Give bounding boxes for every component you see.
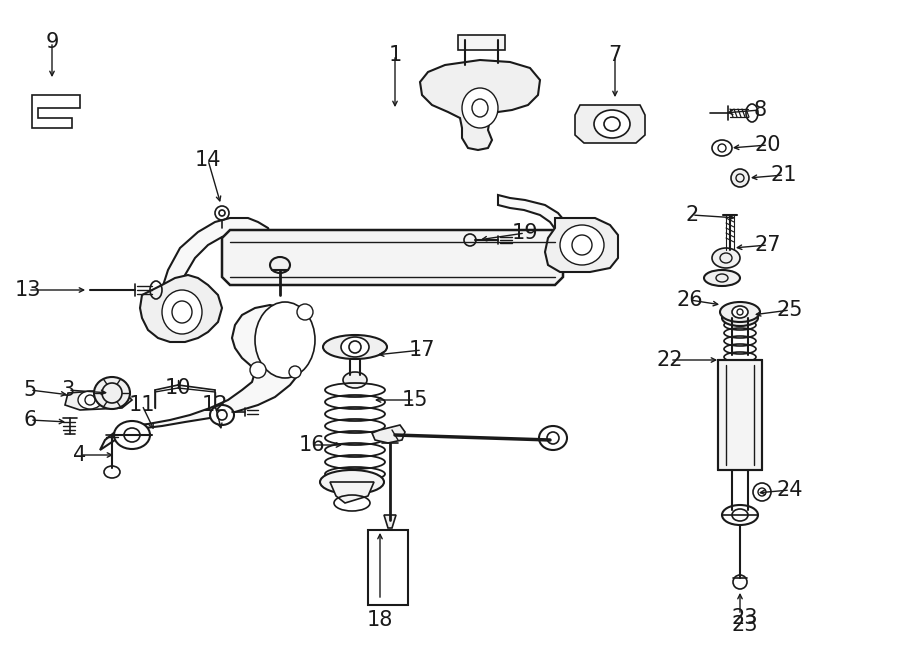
Text: 16: 16 xyxy=(299,435,325,455)
Text: 22: 22 xyxy=(657,350,683,370)
Ellipse shape xyxy=(343,372,367,388)
Text: 7: 7 xyxy=(608,45,622,65)
Ellipse shape xyxy=(250,362,266,378)
Text: 25: 25 xyxy=(777,300,803,320)
Ellipse shape xyxy=(162,290,202,334)
Polygon shape xyxy=(545,218,618,272)
Text: 12: 12 xyxy=(202,395,229,415)
Ellipse shape xyxy=(104,466,120,478)
Text: 24: 24 xyxy=(777,480,803,500)
Polygon shape xyxy=(498,195,572,252)
Text: 19: 19 xyxy=(512,223,538,243)
Text: 17: 17 xyxy=(409,340,436,360)
Ellipse shape xyxy=(320,470,384,494)
Polygon shape xyxy=(384,515,396,528)
Ellipse shape xyxy=(712,248,740,268)
Polygon shape xyxy=(222,230,563,285)
Ellipse shape xyxy=(720,302,760,322)
Text: 3: 3 xyxy=(61,380,75,400)
Ellipse shape xyxy=(462,88,498,128)
Ellipse shape xyxy=(289,366,301,378)
Text: 15: 15 xyxy=(401,390,428,410)
Ellipse shape xyxy=(723,250,737,260)
Text: 11: 11 xyxy=(129,395,155,415)
Text: 23: 23 xyxy=(732,608,758,628)
Text: 26: 26 xyxy=(677,290,703,310)
Text: 14: 14 xyxy=(194,150,221,170)
Text: 8: 8 xyxy=(753,100,767,120)
Text: 1: 1 xyxy=(389,45,401,65)
Text: 2: 2 xyxy=(686,205,698,225)
Ellipse shape xyxy=(210,405,234,425)
Ellipse shape xyxy=(94,377,130,409)
Text: 23: 23 xyxy=(732,615,758,635)
Text: 5: 5 xyxy=(23,380,37,400)
Ellipse shape xyxy=(270,257,290,273)
Polygon shape xyxy=(65,390,132,410)
Ellipse shape xyxy=(539,426,567,450)
Ellipse shape xyxy=(114,421,150,449)
Polygon shape xyxy=(155,218,272,320)
Polygon shape xyxy=(100,305,312,450)
Text: 6: 6 xyxy=(23,410,37,430)
Text: 20: 20 xyxy=(755,135,781,155)
Polygon shape xyxy=(140,275,222,342)
Ellipse shape xyxy=(733,575,747,589)
Polygon shape xyxy=(330,482,374,503)
Ellipse shape xyxy=(560,225,604,265)
Polygon shape xyxy=(575,105,645,143)
Polygon shape xyxy=(372,425,405,443)
Ellipse shape xyxy=(323,335,387,359)
Text: 9: 9 xyxy=(45,32,58,52)
Text: 13: 13 xyxy=(14,280,41,300)
Ellipse shape xyxy=(722,310,758,326)
Ellipse shape xyxy=(732,306,748,318)
Ellipse shape xyxy=(731,169,749,187)
Polygon shape xyxy=(458,35,505,50)
Text: 18: 18 xyxy=(367,610,393,630)
Ellipse shape xyxy=(78,391,102,409)
Ellipse shape xyxy=(722,505,758,525)
Ellipse shape xyxy=(297,304,313,320)
Ellipse shape xyxy=(594,110,630,138)
Text: 4: 4 xyxy=(74,445,86,465)
Ellipse shape xyxy=(712,140,732,156)
Text: 21: 21 xyxy=(770,165,797,185)
Ellipse shape xyxy=(255,302,315,378)
Text: 10: 10 xyxy=(165,378,191,398)
Text: 27: 27 xyxy=(755,235,781,255)
Polygon shape xyxy=(718,360,762,470)
Ellipse shape xyxy=(341,337,369,357)
Ellipse shape xyxy=(753,483,771,501)
Polygon shape xyxy=(420,60,540,150)
Ellipse shape xyxy=(704,270,740,286)
